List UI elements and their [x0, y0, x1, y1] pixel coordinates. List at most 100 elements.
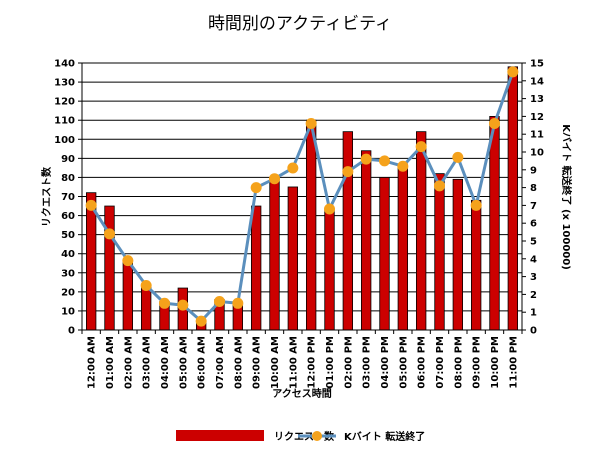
- y-tick-label: 80: [61, 173, 75, 184]
- x-axis-ticks: 12:00 AM 01:00 AM 02:00 AM 03:00 AM 04:00 AM…: [81, 330, 523, 389]
- bar: [507, 66, 519, 331]
- y-tick-label: 120: [54, 97, 75, 108]
- x-tick-label: 11:00 PM: [508, 336, 519, 389]
- x-tick-label: 09:00 PM: [472, 336, 483, 389]
- x-tick-label: 06:00 AM: [197, 336, 208, 389]
- line-point: [232, 297, 244, 309]
- x-tick-label: 12:00 PM: [307, 336, 318, 389]
- y-tick-label: 100: [54, 135, 75, 146]
- bar: [452, 178, 464, 331]
- bar: [122, 260, 133, 331]
- y-axis-label: リクエスト数: [40, 166, 53, 227]
- y-tick-label: 40: [61, 249, 75, 260]
- x-tick-label: 08:00 AM: [233, 336, 244, 389]
- bar: [250, 205, 262, 331]
- line-point: [470, 199, 482, 211]
- y2-tick-label: 5: [530, 237, 537, 248]
- bar: [324, 209, 335, 331]
- line-point: [342, 166, 354, 178]
- x-tick-label: 07:00 PM: [435, 336, 446, 389]
- bar: [140, 285, 152, 331]
- x-axis-label: アクセス時間: [272, 387, 332, 400]
- x-tick-label: 05:00 AM: [178, 336, 189, 389]
- line-point: [434, 180, 445, 192]
- y-tick-label: 140: [54, 59, 75, 70]
- line-point: [140, 280, 152, 291]
- x-tick-label: 07:00 AM: [215, 336, 226, 389]
- line-point: [287, 162, 299, 174]
- y-tick-label: 50: [61, 230, 75, 241]
- y2-tick-label: 0: [530, 326, 537, 337]
- bar: [415, 131, 427, 331]
- x-tick-label: 10:00 PM: [490, 336, 501, 389]
- line-point: [177, 299, 189, 311]
- line-point: [489, 118, 500, 130]
- y-tick-label: 0: [68, 326, 75, 337]
- line-point: [122, 255, 134, 267]
- x-tick-label: 01:00 PM: [325, 336, 336, 389]
- x-tick-label: 01:00 AM: [105, 336, 116, 389]
- y2-tick-label: 11: [530, 130, 544, 141]
- line-point: [452, 151, 464, 163]
- legend-line-marker: [312, 431, 322, 441]
- y2-tick-label: 1: [530, 308, 537, 319]
- left-axis-ticks: 0 10 20 30 40 50 60 70 80 90 100 110 120 130 140: [54, 59, 82, 337]
- bar: [434, 173, 445, 331]
- bar: [269, 177, 280, 331]
- chart-title: 時間別のアクティビティ: [208, 14, 392, 34]
- line-point: [397, 160, 409, 172]
- legend-bar-swatch: [176, 430, 264, 441]
- line-point: [269, 173, 280, 185]
- bar: [470, 199, 482, 331]
- bar: [104, 205, 115, 331]
- bar: [489, 116, 500, 331]
- x-tick-label: 02:00 PM: [343, 336, 354, 389]
- bar: [360, 150, 372, 331]
- y2-axis-label: Kバイト 転送終了 (x 100000): [560, 124, 573, 270]
- y-tick-label: 60: [61, 211, 75, 222]
- x-tick-label: 03:00 AM: [142, 336, 153, 389]
- y2-tick-label: 3: [530, 272, 537, 283]
- line-point: [305, 118, 317, 130]
- y2-tick-label: 7: [530, 201, 537, 212]
- y-tick-label: 90: [61, 154, 75, 165]
- bar: [379, 177, 390, 331]
- bar: [305, 119, 317, 331]
- bar: [287, 186, 299, 331]
- line-point: [85, 199, 97, 211]
- x-tick-label: 12:00 AM: [87, 336, 98, 389]
- x-tick-label: 04:00 PM: [380, 336, 391, 389]
- bar: [342, 131, 354, 331]
- x-tick-label: 10:00 AM: [270, 336, 281, 389]
- x-tick-label: 04:00 AM: [160, 336, 171, 389]
- y2-tick-label: 6: [530, 219, 537, 230]
- bar: [232, 304, 243, 331]
- x-tick-label: 03:00 PM: [362, 336, 373, 389]
- y2-tick-label: 13: [530, 94, 544, 105]
- y-tick-label: 130: [54, 78, 75, 89]
- x-tick-label: 02:00 AM: [123, 336, 134, 389]
- y-tick-label: 10: [61, 306, 75, 317]
- line-series: [85, 66, 519, 327]
- y-tick-label: 110: [54, 116, 75, 127]
- line-point: [324, 203, 335, 215]
- x-tick-label: 05:00 PM: [398, 336, 409, 389]
- line-point: [195, 315, 207, 327]
- legend-line-label: Kバイト 転送終了: [344, 430, 425, 443]
- line-point: [507, 66, 519, 78]
- legend: リクエスト数 Kバイト 転送終了: [176, 430, 425, 443]
- x-tick-label: 06:00 PM: [417, 336, 428, 389]
- line-point: [415, 141, 427, 153]
- y-tick-label: 30: [61, 268, 75, 279]
- y2-tick-label: 12: [530, 112, 544, 123]
- line-point: [379, 155, 390, 167]
- line-point: [360, 153, 372, 165]
- y2-tick-label: 9: [530, 165, 537, 176]
- y2-tick-label: 4: [530, 254, 537, 265]
- line-point: [104, 228, 115, 240]
- y2-tick-label: 8: [530, 183, 537, 194]
- line-point: [159, 297, 170, 309]
- line-point: [214, 296, 225, 308]
